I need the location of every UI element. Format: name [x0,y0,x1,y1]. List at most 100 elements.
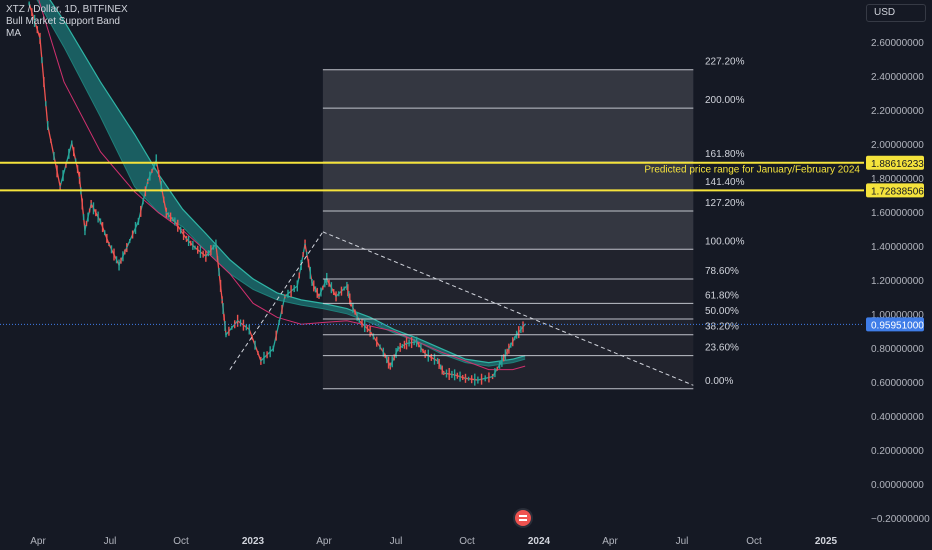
support-band-lower-line [36,0,526,367]
price-point [501,360,503,362]
price-point [436,360,439,362]
current-price-label: 0.95951000 [871,320,924,331]
price-point [464,377,467,380]
price-point [146,180,149,183]
price-point [84,229,86,231]
price-point [442,372,445,374]
fib-zone [322,303,694,320]
price-point [304,243,306,245]
y-tick-label: 2.20000000 [871,106,924,117]
price-point [358,319,361,322]
price-point [415,340,418,343]
dashed-trendline [322,231,694,386]
prediction-annotation: Predicted price range for January/Februa… [644,165,860,176]
price-point [260,360,262,362]
price-point [28,2,30,5]
price-point [382,351,385,353]
fib-level-label: 0.00% [705,376,733,387]
fib-level-label: 23.60% [705,343,739,354]
price-point [369,330,371,333]
y-tick-label: 2.00000000 [871,140,924,151]
symbol-title[interactable]: XTZ / Dollar, 1D, BITFINEX [6,4,128,15]
fib-level-label: 161.80% [705,149,745,160]
price-point [335,295,337,298]
chart-legend: XTZ / Dollar, 1D, BITFINEX Bull Market S… [6,4,128,40]
price-point [284,295,286,298]
y-tick-label: 1.40000000 [871,242,924,253]
y-tick-label: 1.60000000 [871,208,924,219]
y-tick-label: −0.20000000 [871,514,930,525]
fib-zone [322,210,694,250]
price-point [205,255,207,258]
currency-selector-button[interactable]: USD [866,4,926,22]
price-point [215,243,217,245]
price-point [389,365,392,367]
support-band-area [37,0,526,367]
y-tick-label: 2.40000000 [871,72,924,83]
fib-zone [322,319,694,335]
fib-zone [322,108,694,163]
highlighted-level-badge [866,183,924,198]
fib-zone [322,162,694,191]
price-point [108,243,110,245]
x-tick-label: 2024 [528,536,551,547]
price-point [318,295,320,298]
price-point [248,328,251,331]
y-tick-label: 1.20000000 [871,276,924,287]
x-tick-label: 2025 [815,536,838,547]
price-point [453,374,456,376]
price-point [194,246,196,249]
indicator-label-ma[interactable]: MA [6,28,21,39]
price-point [118,264,120,266]
fib-level-label: 200.00% [705,95,745,106]
price-point [174,220,176,223]
x-tick-label: Apr [316,536,332,547]
price-point [236,319,239,322]
fib-level-label: 141.40% [705,177,745,188]
price-point [99,220,102,223]
fib-zone [322,190,694,211]
price-point [225,333,227,336]
price-point [165,211,168,214]
highlighted-level-badge [866,155,924,170]
fib-level-label: 227.20% [705,57,745,68]
price-point [272,347,275,350]
price-point [477,379,479,381]
highlighted-level-label: 1.72838506 [871,186,924,197]
price-point [46,124,49,127]
x-tick-label: Jul [390,536,403,547]
price-point [90,203,92,205]
y-tick-label: 0.80000000 [871,344,924,355]
x-tick-label: Apr [602,536,618,547]
fib-level-label: 38.20% [705,322,739,333]
price-point [405,342,408,345]
x-tick-label: Jul [676,536,689,547]
price-point [424,353,426,355]
fib-level-label: 127.20% [705,198,745,209]
x-tick-label: Apr [30,536,46,547]
indicator-label-support-band[interactable]: Bull Market Support Band [6,16,120,27]
tradingview-logo-icon[interactable] [513,508,533,528]
price-point [78,177,81,179]
x-tick-label: Oct [459,536,475,547]
fib-level-label: 100.00% [705,236,745,247]
y-tick-label: 0.00000000 [871,480,924,491]
price-point [397,347,399,350]
price-point [155,159,158,162]
y-tick-label: 1.80000000 [871,174,924,185]
y-tick-label: 0.40000000 [871,412,924,423]
x-tick-label: Jul [104,536,117,547]
y-tick-label: 0.20000000 [871,446,924,457]
y-tick-label: 2.60000000 [871,38,924,49]
price-point [126,246,128,249]
highlighted-level-label: 1.88616233 [871,159,924,170]
price-point [296,285,299,287]
x-tick-label: Oct [746,536,762,547]
y-tick-label: 0.60000000 [871,378,924,389]
price-point [59,185,61,188]
x-tick-label: 2023 [242,536,265,547]
price-point [311,281,313,284]
price-point [39,37,41,40]
fib-zone [322,249,694,279]
